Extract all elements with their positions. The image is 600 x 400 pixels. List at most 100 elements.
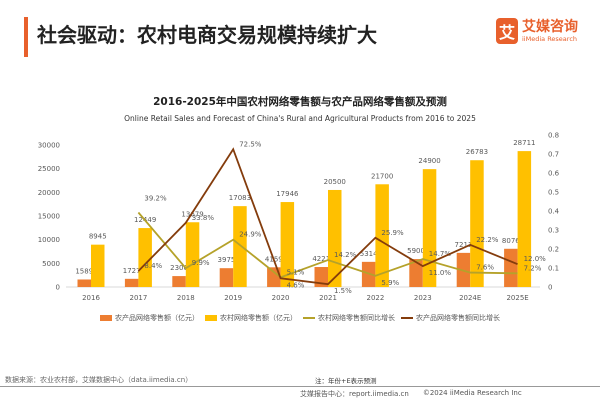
rural-bar xyxy=(470,160,484,287)
rural-growth-label: 39.2% xyxy=(144,195,167,203)
data-source: 数据来源：农业农村部，艾媒数据中心（data.iimedia.cn） xyxy=(5,376,193,384)
y-right-tick-label: 0.3 xyxy=(548,227,559,235)
y-right-tick-label: 0.8 xyxy=(548,132,559,140)
rural-bar-label: 21700 xyxy=(371,172,393,180)
rural-growth-label: 5.9% xyxy=(381,279,399,287)
agri-bar-label: 8076 xyxy=(502,237,520,245)
y-left-tick-label: 25000 xyxy=(38,165,60,173)
x-tick-label: 2016 xyxy=(82,294,100,302)
y-left-tick-label: 30000 xyxy=(38,142,60,150)
rural-bar-label: 17083 xyxy=(229,194,251,202)
agri-bar xyxy=(124,278,139,287)
copyright: ©2024 iiMedia Research Inc xyxy=(422,389,522,397)
rural-bar xyxy=(517,151,532,287)
rural-growth-label: 7.2% xyxy=(524,264,542,272)
x-tick-label: 2019 xyxy=(224,294,242,302)
x-tick-label: 2025E xyxy=(506,294,528,302)
y-right-tick-label: 0.1 xyxy=(548,265,559,273)
y-left-tick-label: 15000 xyxy=(38,213,60,221)
iimedia-logo: 艾 艾媒咨询 iiMedia Research xyxy=(496,18,578,44)
agri-growth-line xyxy=(137,147,518,286)
rural-bar xyxy=(422,169,437,287)
agri-bar-label: 5314 xyxy=(360,250,378,258)
rural-growth-label: 5.1% xyxy=(287,268,305,276)
y-right-tick-label: 0.2 xyxy=(548,246,559,254)
agri-bar xyxy=(409,259,423,287)
legend-item-rural-bar: 农村网络零售额（亿元） xyxy=(205,313,297,323)
legend-item-agri-line: 农产品网络零售额同比增长 xyxy=(401,313,500,323)
rural-bar xyxy=(138,228,152,287)
y-right-tick-label: 0.6 xyxy=(548,170,560,178)
legend-item-rural-line: 农村网络零售额同比增长 xyxy=(303,313,395,323)
rural-growth-label: 9.9% xyxy=(192,259,210,267)
rural-bar-label: 13679 xyxy=(181,210,203,218)
legend-swatch xyxy=(100,315,112,321)
agri-bar xyxy=(77,279,91,287)
y-left-tick-label: 20000 xyxy=(38,189,60,197)
agri-bar-label: 1727 xyxy=(123,267,141,275)
y-left-tick-label: 5000 xyxy=(42,260,60,268)
rural-growth-label: 14.7% xyxy=(429,250,452,258)
agri-growth-label: 1.5% xyxy=(334,287,352,295)
chart-title: 2016-2025年中国农村网络零售额与农产品网络零售额及预测 xyxy=(153,96,447,108)
legend-item-agri-bar: 农产品网络零售额（亿元） xyxy=(100,313,199,323)
report-link[interactable]: 艾媒报告中心：report.iimedia.cn xyxy=(300,390,409,398)
agri-growth-label: 25.9% xyxy=(381,229,404,237)
footer: 艾媒报告中心：report.iimedia.cn ©2024 iiMedia R… xyxy=(300,389,522,399)
rural-bar xyxy=(375,184,389,287)
agri-bar xyxy=(219,268,234,287)
legend-swatch xyxy=(401,317,413,319)
legend-label: 农村网络零售额（亿元） xyxy=(220,314,297,322)
agri-bar-label: 7211 xyxy=(455,241,473,249)
y-right-tick-label: 0 xyxy=(548,284,552,292)
chart-subtitle: Online Retail Sales and Forecast of Chin… xyxy=(124,114,476,123)
rural-bar-label: 20500 xyxy=(324,178,346,186)
agri-bar xyxy=(172,276,186,287)
rural-bar xyxy=(233,206,247,287)
x-tick-label: 2021 xyxy=(319,294,337,302)
rural-bar xyxy=(280,202,295,287)
y-left-tick-label: 0 xyxy=(56,284,60,292)
logo-mark: 艾 xyxy=(496,18,518,44)
agri-growth-label: 8.4% xyxy=(144,262,162,270)
agri-growth-label: 33.8% xyxy=(192,214,215,222)
agri-growth-label: 22.2% xyxy=(476,236,499,244)
agri-growth-label: 12.0% xyxy=(524,255,547,263)
agri-bar-label: 5900 xyxy=(407,247,425,255)
agri-growth-label: 72.5% xyxy=(239,140,262,148)
rural-growth-line xyxy=(137,211,518,279)
agri-bar-label: 3975 xyxy=(218,256,236,264)
legend: 农产品网络零售额（亿元） 农村网络零售额（亿元） 农村网络零售额同比增长 农产品… xyxy=(0,313,600,323)
agri-growth-label: 4.6% xyxy=(287,281,305,289)
footer-divider xyxy=(0,386,600,387)
y-right-tick-label: 0.4 xyxy=(548,208,560,216)
page-title: 社会驱动：农村电商交易规模持续扩大 xyxy=(37,23,377,47)
legend-label: 农产品网络零售额同比增长 xyxy=(416,314,500,322)
rural-bar-label: 28711 xyxy=(513,139,535,147)
rural-growth-label: 24.9% xyxy=(239,231,262,239)
x-tick-label: 2020 xyxy=(272,294,290,302)
title-accent-bar xyxy=(24,17,28,57)
logo-cn: 艾媒咨询 xyxy=(522,18,578,35)
y-right-tick-label: 0.7 xyxy=(548,151,559,159)
y-left-tick-label: 10000 xyxy=(38,236,60,244)
x-tick-label: 2018 xyxy=(177,294,195,302)
rural-bar-label: 17946 xyxy=(276,190,299,198)
legend-label: 农产品网络零售额（亿元） xyxy=(115,314,199,322)
rural-bar xyxy=(185,222,200,287)
legend-swatch xyxy=(303,317,315,319)
agri-bar-label: 4221 xyxy=(312,255,330,263)
agri-bar xyxy=(504,248,518,287)
rural-growth-label: 7.6% xyxy=(476,264,494,272)
rural-growth-label: 14.2% xyxy=(334,251,357,259)
forecast-note: 注：年份+E表示预测 xyxy=(315,377,377,385)
x-tick-label: 2022 xyxy=(366,294,384,302)
agri-bar xyxy=(267,267,281,287)
legend-label: 农村网络零售额同比增长 xyxy=(318,314,395,322)
agri-bar-label: 2306 xyxy=(170,264,188,272)
rural-bar-label: 8945 xyxy=(89,233,107,241)
legend-swatch xyxy=(205,315,217,321)
x-tick-label: 2024E xyxy=(459,294,481,302)
agri-bar-label: 1589 xyxy=(75,267,93,275)
